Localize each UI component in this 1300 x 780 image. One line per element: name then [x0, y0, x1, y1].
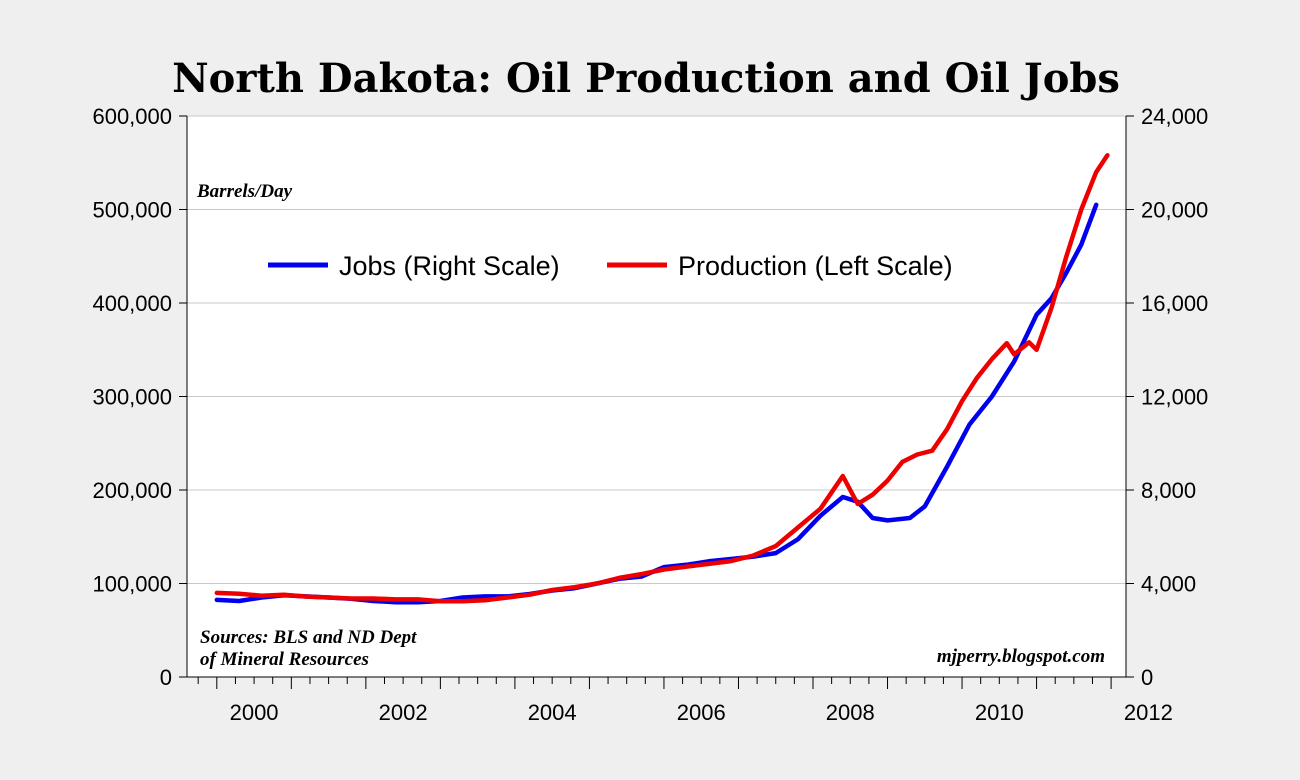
- left-axis-unit-label: Barrels/Day: [196, 181, 293, 202]
- right-axis-tick-label: 24,000: [1141, 104, 1208, 129]
- right-axis-tick-label: 8,000: [1141, 478, 1196, 503]
- left-axis-tick-label: 100,000: [92, 572, 172, 597]
- credit-note: mjperry.blogspot.com: [937, 646, 1105, 667]
- left-axis-tick-label: 400,000: [92, 291, 172, 316]
- left-axis-tick-label: 500,000: [92, 198, 172, 223]
- legend-label-production: Production (Left Scale): [678, 251, 953, 281]
- left-axis-tick-label: 200,000: [92, 478, 172, 503]
- right-axis-tick-label: 16,000: [1141, 291, 1208, 316]
- x-axis-tick-label: 2010: [975, 700, 1024, 725]
- series-line-production: [214, 153, 1110, 604]
- x-axis-tick-label: 2006: [677, 700, 726, 725]
- x-axis-tick-label: 2004: [528, 700, 577, 725]
- sources-note-line1: Sources: BLS and ND Dept: [200, 627, 417, 648]
- left-axis: 0 100,000 200,000 300,000 400,000 500,000 600,…: [92, 104, 188, 690]
- x-axis-tick-label: 2008: [826, 700, 875, 725]
- grid-lines: [187, 115, 1126, 584]
- sources-note-line2: of Mineral Resources: [200, 649, 369, 670]
- legend-label-jobs: Jobs (Right Scale): [339, 251, 560, 281]
- right-axis-tick-label: 20,000: [1141, 198, 1208, 223]
- left-axis-tick-label: 600,000: [92, 104, 172, 129]
- right-axis-tick-label: 0: [1141, 665, 1153, 690]
- x-axis: 2000 2002 2004 2006 2008 2010 2012: [187, 676, 1173, 725]
- x-axis-tick-label: 2012: [1124, 700, 1173, 725]
- chart-title: North Dakota: Oil Production and Oil Job…: [172, 55, 1120, 102]
- x-axis-tick-label: 2002: [379, 700, 428, 725]
- right-axis: 0 4,000 8,000 12,000 16,000 20,000 24,000: [1125, 104, 1208, 690]
- right-axis-tick-label: 4,000: [1141, 572, 1196, 597]
- series-layer: [214, 153, 1110, 605]
- right-axis-tick-label: 12,000: [1141, 385, 1208, 410]
- left-axis-tick-label: 300,000: [92, 385, 172, 410]
- legend: Jobs (Right Scale) Production (Left Scal…: [268, 251, 953, 281]
- x-axis-tick-label: 2000: [230, 700, 279, 725]
- left-axis-tick-label: 0: [160, 665, 172, 690]
